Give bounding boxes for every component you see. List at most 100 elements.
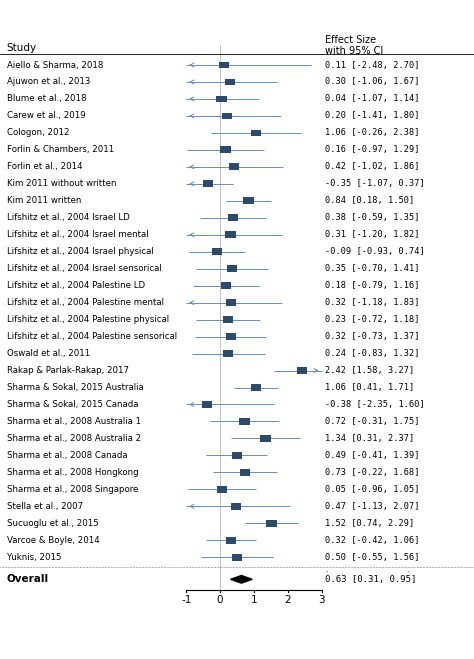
Text: Oswald et al., 2011: Oswald et al., 2011 [7,349,90,358]
Bar [225,78,235,86]
Bar [297,367,307,374]
Text: Carew et al., 2019: Carew et al., 2019 [7,111,85,121]
Text: 0.47 [-1.13, 2.07]: 0.47 [-1.13, 2.07] [325,502,419,511]
Text: Forlin et al., 2014: Forlin et al., 2014 [7,162,82,171]
Bar [228,214,238,221]
Bar [251,384,261,391]
Bar [240,469,250,476]
Text: 0: 0 [217,596,223,606]
Bar [229,163,239,170]
Text: 0.35 [-0.70, 1.41]: 0.35 [-0.70, 1.41] [325,264,419,273]
Text: Sharma et al., 2008 Australia 1: Sharma et al., 2008 Australia 1 [7,417,141,426]
Text: 0.32 [-0.42, 1.06]: 0.32 [-0.42, 1.06] [325,536,419,545]
Text: Aiello & Sharma, 2018: Aiello & Sharma, 2018 [7,61,103,69]
Text: 0.20 [-1.41, 1.80]: 0.20 [-1.41, 1.80] [325,111,419,121]
Bar [226,299,236,306]
Bar [266,520,277,527]
Bar [217,486,227,493]
Text: 1.06 [-0.26, 2.38]: 1.06 [-0.26, 2.38] [325,129,419,137]
Text: 0.50 [-0.55, 1.56]: 0.50 [-0.55, 1.56] [325,553,419,561]
Bar [251,130,261,136]
Text: 0.63 [0.31, 0.95]: 0.63 [0.31, 0.95] [325,575,416,584]
Text: Lifshitz et al., 2004 Israel mental: Lifshitz et al., 2004 Israel mental [7,230,148,239]
Text: 0.31 [-1.20, 1.82]: 0.31 [-1.20, 1.82] [325,230,419,239]
Bar [219,61,229,69]
Bar [212,248,222,255]
Text: 2: 2 [284,596,291,606]
Bar [221,282,231,289]
Text: 0.32 [-1.18, 1.83]: 0.32 [-1.18, 1.83] [325,298,419,307]
Text: 0.84 [0.18, 1.50]: 0.84 [0.18, 1.50] [325,196,414,206]
Text: .: . [325,565,328,573]
Bar [239,418,249,425]
Bar [226,231,236,238]
Text: Forlin & Chambers, 2011: Forlin & Chambers, 2011 [7,146,114,154]
Bar [223,316,233,323]
Text: 0.72 [-0.31, 1.75]: 0.72 [-0.31, 1.75] [325,417,419,426]
Text: Sharma & Sokal, 2015 Australia: Sharma & Sokal, 2015 Australia [7,383,144,392]
Text: -0.09 [-0.93, 0.74]: -0.09 [-0.93, 0.74] [325,247,425,256]
Text: Kim 2011 written: Kim 2011 written [7,196,81,206]
Bar [216,96,227,102]
Text: 1: 1 [251,596,257,606]
Text: Effect Size
with 95% CI: Effect Size with 95% CI [325,35,383,56]
Text: Varcoe & Boyle, 2014: Varcoe & Boyle, 2014 [7,536,100,545]
Text: Sharma et al., 2008 Australia 2: Sharma et al., 2008 Australia 2 [7,434,141,443]
Text: Cologon, 2012: Cologon, 2012 [7,129,69,137]
Text: 1.52 [0.74, 2.29]: 1.52 [0.74, 2.29] [325,519,414,528]
Text: Lifshitz et al., 2004 Palestine mental: Lifshitz et al., 2004 Palestine mental [7,298,164,307]
Text: Lifshitz et al., 2004 Palestine LD: Lifshitz et al., 2004 Palestine LD [7,281,145,290]
Bar [260,435,271,442]
Bar [203,181,213,187]
Text: 0.04 [-1.07, 1.14]: 0.04 [-1.07, 1.14] [325,94,419,103]
Text: 0.05 [-0.96, 1.05]: 0.05 [-0.96, 1.05] [325,485,419,494]
Text: Rakap & Parlak-Rakap, 2017: Rakap & Parlak-Rakap, 2017 [7,366,129,375]
Text: 0.42 [-1.02, 1.86]: 0.42 [-1.02, 1.86] [325,162,419,171]
Bar [223,350,233,357]
Text: Sharma et al., 2008 Canada: Sharma et al., 2008 Canada [7,451,128,460]
Bar [222,113,232,119]
Text: Yuknis, 2015: Yuknis, 2015 [7,553,61,561]
Text: -0.35 [-1.07, 0.37]: -0.35 [-1.07, 0.37] [325,179,425,188]
Text: Sucuoglu et al., 2015: Sucuoglu et al., 2015 [7,519,99,528]
Bar [220,146,230,154]
Text: Study: Study [7,43,37,53]
Bar [244,198,254,204]
Bar [226,333,236,340]
Text: Sharma et al., 2008 Hongkong: Sharma et al., 2008 Hongkong [7,468,138,477]
Text: Kim 2011 without written: Kim 2011 without written [7,179,116,188]
Text: 2.42 [1.58, 3.27]: 2.42 [1.58, 3.27] [325,366,414,375]
Bar [231,503,241,509]
Text: Sharma et al., 2008 Singapore: Sharma et al., 2008 Singapore [7,485,138,494]
Text: .: . [406,565,409,573]
Text: 0.73 [-0.22, 1.68]: 0.73 [-0.22, 1.68] [325,468,419,477]
Text: 0.18 [-0.79, 1.16]: 0.18 [-0.79, 1.16] [325,281,419,290]
Text: -0.38 [-2.35, 1.60]: -0.38 [-2.35, 1.60] [325,400,425,409]
Text: 0.49 [-0.41, 1.39]: 0.49 [-0.41, 1.39] [325,451,419,460]
Bar [227,266,237,272]
Text: 1.34 [0.31, 2.37]: 1.34 [0.31, 2.37] [325,434,414,443]
Text: Overall: Overall [7,575,49,585]
Text: Lifshitz et al., 2004 Israel sensorical: Lifshitz et al., 2004 Israel sensorical [7,264,162,273]
Text: Lifshitz et al., 2004 Palestine sensorical: Lifshitz et al., 2004 Palestine sensoric… [7,332,177,341]
Text: 3: 3 [319,596,325,606]
Bar [232,452,242,459]
Text: 0.16 [-0.97, 1.29]: 0.16 [-0.97, 1.29] [325,146,419,154]
Text: -1: -1 [181,596,191,606]
Text: 0.38 [-0.59, 1.35]: 0.38 [-0.59, 1.35] [325,214,419,222]
Text: Blume et al., 2018: Blume et al., 2018 [7,94,86,103]
Text: 0.11 [-2.48, 2.70]: 0.11 [-2.48, 2.70] [325,61,419,69]
Text: Ajuwon et al., 2013: Ajuwon et al., 2013 [7,78,90,86]
Text: 1.06 [0.41, 1.71]: 1.06 [0.41, 1.71] [325,383,414,392]
Text: 0.32 [-0.73, 1.37]: 0.32 [-0.73, 1.37] [325,332,419,341]
Polygon shape [230,575,252,583]
Bar [226,537,236,544]
Bar [232,554,242,561]
Text: 0.30 [-1.06, 1.67]: 0.30 [-1.06, 1.67] [325,78,419,86]
Text: Lifshitz et al., 2004 Israel LD: Lifshitz et al., 2004 Israel LD [7,214,129,222]
Bar [202,401,212,408]
Text: Sharma & Sokal, 2015 Canada: Sharma & Sokal, 2015 Canada [7,400,138,409]
Text: 0.23 [-0.72, 1.18]: 0.23 [-0.72, 1.18] [325,315,419,324]
Text: Lifshitz et al., 2004 Palestine physical: Lifshitz et al., 2004 Palestine physical [7,315,169,324]
Text: Stella et al., 2007: Stella et al., 2007 [7,502,83,511]
